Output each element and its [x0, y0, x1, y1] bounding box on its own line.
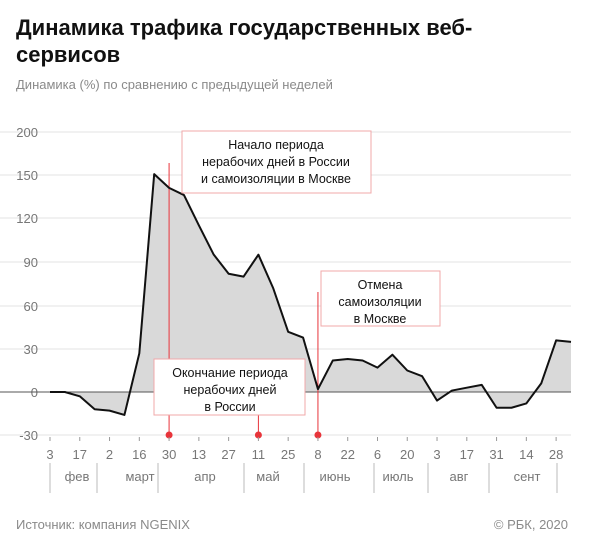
annotation-end-text: Окончание периода — [172, 366, 288, 380]
copyright-note: © РБК, 2020 — [493, 517, 568, 532]
source-note: Источник: компания NGENIX — [16, 517, 190, 532]
chart-subtitle: Динамика (%) по сравнению с предыдущей н… — [16, 77, 333, 92]
annotation-start-box — [181, 130, 372, 194]
month-label: сент — [514, 469, 541, 484]
area-fill — [50, 174, 571, 415]
annotation-end-text: в России — [204, 400, 255, 414]
y-tick-label: 150 — [16, 168, 38, 183]
annotation-start-text: и самоизоляции в Москве — [201, 172, 351, 186]
month-label: фев — [65, 469, 90, 484]
y-tick-label: -30 — [19, 428, 38, 443]
month-label: апр — [194, 469, 216, 484]
x-tick-label: 20 — [400, 447, 414, 462]
month-label: июнь — [320, 469, 351, 484]
y-tick-label: 60 — [24, 299, 38, 314]
chart-title: Динамика трафика государственных веб-сер… — [16, 15, 473, 67]
x-tick-label: 16 — [132, 447, 146, 462]
annotation-end-text: нерабочих дней — [184, 383, 277, 397]
annotation-start-text: нерабочих дней в России — [202, 155, 350, 169]
traffic-area-chart: -300306090120150200Начало периоданерабоч… — [0, 125, 572, 493]
series-line — [50, 173, 572, 416]
month-label: июль — [382, 469, 413, 484]
x-tick-label: 25 — [281, 447, 295, 462]
y-tick-label: 120 — [16, 211, 38, 226]
annotation-cancel-box — [320, 270, 441, 327]
x-tick-label: 13 — [192, 447, 206, 462]
x-tick-label: 11 — [252, 447, 266, 462]
y-tick-label: 90 — [24, 255, 38, 270]
x-tick-label: 28 — [549, 447, 563, 462]
x-tick-label: 27 — [221, 447, 235, 462]
annotation-cancel-text: самоизоляции — [338, 295, 421, 309]
x-tick-label: 22 — [340, 447, 354, 462]
annotation-end-box — [153, 358, 306, 416]
month-label: март — [125, 469, 154, 484]
event-dot-cancel — [314, 431, 322, 439]
event-dot-start — [165, 431, 173, 439]
x-tick-label: 30 — [162, 447, 176, 462]
x-tick-label: 8 — [314, 447, 321, 462]
x-tick-label: 3 — [46, 447, 53, 462]
y-tick-label: 200 — [16, 125, 38, 140]
x-tick-label: 3 — [433, 447, 440, 462]
x-tick-label: 17 — [73, 447, 87, 462]
event-dot-end — [254, 431, 262, 439]
annotation-cancel-text: Отмена — [358, 278, 403, 292]
annotation-cancel-text: в Москве — [354, 312, 407, 326]
x-tick-label: 6 — [374, 447, 381, 462]
month-label: авг — [450, 469, 469, 484]
x-tick-label: 14 — [519, 447, 533, 462]
month-label: май — [256, 469, 279, 484]
annotation-start-text: Начало периода — [228, 138, 324, 152]
y-tick-label: 30 — [24, 342, 38, 357]
x-tick-label: 17 — [460, 447, 474, 462]
x-tick-label: 31 — [489, 447, 503, 462]
x-tick-label: 2 — [106, 447, 113, 462]
